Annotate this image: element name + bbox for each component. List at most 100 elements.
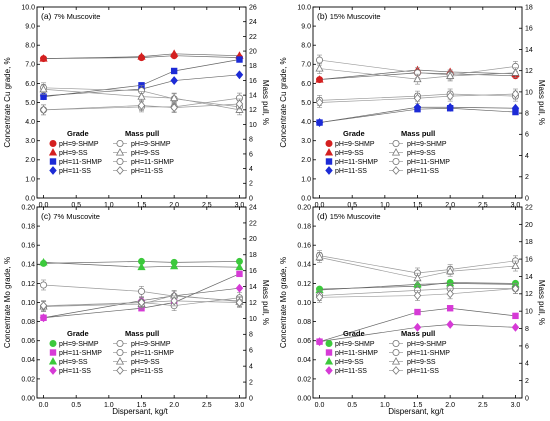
- data-point: [235, 70, 244, 80]
- y2-tick-label: 18: [525, 239, 533, 246]
- data-point: [236, 270, 243, 278]
- y2-tick-label: 6: [249, 348, 253, 355]
- legend-marker: [48, 148, 58, 156]
- y2-tick-label: 22: [249, 34, 257, 41]
- data-point: [511, 68, 520, 76]
- data-point: [316, 56, 324, 64]
- legend-entry: pH=9-SHMP: [407, 341, 447, 348]
- y-tick-label: 0.10: [21, 300, 35, 307]
- y2-tick-label: 8: [525, 326, 529, 333]
- data-point: [39, 54, 48, 62]
- y2-tick-label: 14: [525, 274, 533, 281]
- data-point: [446, 320, 454, 329]
- y-tick-label: 2.0: [25, 157, 35, 164]
- y-tick-label: 3.0: [301, 138, 311, 145]
- y2-axis-label: Mass pull, %: [261, 280, 270, 325]
- y2-tick-label: 20: [525, 222, 533, 229]
- data-point: [315, 118, 324, 127]
- legend-entry: pH=11-SHMP: [407, 159, 450, 166]
- data-point: [315, 98, 324, 107]
- legend-entry: pH=11-SS: [131, 368, 163, 375]
- legend-entry: pH=11-SHMP: [335, 350, 378, 357]
- data-point: [170, 103, 178, 113]
- legend-entry: pH=11-SHMP: [59, 159, 102, 166]
- legend-entry: pH=9-SS: [407, 359, 436, 366]
- data-point: [414, 308, 421, 316]
- y2-tick-label: 2: [249, 379, 253, 386]
- x-tick-label: 1.0: [380, 202, 390, 209]
- y-tick-label: 9.0: [301, 24, 311, 31]
- legend-entry: pH=9-SS: [131, 359, 160, 366]
- y2-tick-label: 6: [525, 343, 529, 350]
- series-line: [43, 262, 240, 268]
- panel-subtitle: 7% Muscovite: [53, 212, 100, 221]
- legend-marker: [392, 348, 400, 356]
- x-tick-label: 2.5: [202, 402, 212, 409]
- y-tick-label: 0.04: [297, 357, 311, 364]
- y-tick-label: 6.0: [301, 81, 311, 88]
- y-tick-label: 0.0: [301, 195, 311, 202]
- data-point: [315, 75, 324, 83]
- series-line: [319, 106, 516, 123]
- legend-title-mass: Mass pull: [401, 329, 435, 338]
- y2-tick-label: 16: [249, 78, 257, 85]
- y2-tick-label: 22: [525, 204, 533, 211]
- y2-tick-label: 4: [525, 361, 529, 368]
- data-point: [413, 102, 422, 112]
- y2-tick-label: 6: [249, 151, 253, 158]
- chart-panel-2: 0.0 0.5 1.0 1.5 2.0 2.5 3.0 0.0 1.0 2.0 3.0 4.0 5.0 6…: [279, 4, 546, 209]
- x-tick-label: 0.5: [347, 402, 357, 409]
- y2-tick-label: 4: [249, 166, 253, 173]
- y-tick-label: 0.12: [297, 281, 311, 288]
- legend-title-mass: Mass pull: [401, 129, 435, 138]
- data-point: [235, 262, 244, 271]
- y2-tick-label: 4: [249, 364, 253, 371]
- y2-tick-label: 18: [249, 252, 257, 259]
- data-point: [137, 52, 146, 60]
- data-point: [170, 93, 179, 102]
- series-line: [43, 88, 240, 111]
- legend-entry: pH=9-SS: [335, 150, 364, 157]
- series-line: [319, 107, 516, 123]
- data-point: [137, 262, 146, 271]
- x-tick-label: 3.0: [235, 202, 245, 209]
- y2-tick-label: 4: [525, 153, 529, 160]
- y-tick-label: 8.0: [25, 43, 35, 50]
- series-line: [43, 97, 240, 111]
- legend-marker: [325, 139, 333, 147]
- y2-axis-label: Mass pull, %: [537, 280, 546, 325]
- data-point: [170, 67, 178, 75]
- legend-marker: [116, 157, 124, 165]
- legend-entry: pH=11-SHMP: [335, 159, 378, 166]
- legend-marker: [391, 357, 401, 365]
- legend-entry: pH=9-SHMP: [407, 141, 447, 148]
- data-point: [235, 99, 244, 109]
- legend-entry: pH=11-SS: [131, 168, 163, 175]
- legend-marker: [325, 166, 333, 175]
- y-tick-label: 5.0: [25, 100, 35, 107]
- panel-subtitle: 7% Muscovite: [54, 12, 101, 21]
- legend-entry: pH=11-SS: [335, 168, 367, 175]
- y-tick-label: 2.0: [301, 157, 311, 164]
- legend-marker: [49, 139, 57, 147]
- data-point: [446, 91, 454, 101]
- x-tick-label: 0.5: [71, 202, 81, 209]
- legend-entry: pH=11-SS: [407, 368, 439, 375]
- x-tick-label: 1.5: [137, 402, 147, 409]
- legend-entry: pH=9-SS: [407, 150, 436, 157]
- legend-title-grade: Grade: [343, 329, 365, 338]
- y-tick-label: 0.10: [297, 300, 311, 307]
- legend-entry: pH=9-SS: [59, 359, 88, 366]
- series-line: [319, 324, 516, 343]
- series-line: [43, 53, 240, 59]
- x-tick-label: 2.5: [478, 402, 488, 409]
- y2-tick-label: 22: [249, 220, 257, 227]
- x-tick-label: 0.5: [347, 202, 357, 209]
- legend-entry: pH=11-SHMP: [131, 350, 174, 357]
- series-line: [43, 287, 240, 319]
- panel-subtitle: 15% Muscovite: [330, 12, 381, 21]
- y-tick-label: 0.14: [297, 262, 311, 269]
- legend-entry: pH=9-SHMP: [335, 141, 375, 148]
- y-tick-label: 1.0: [25, 176, 35, 183]
